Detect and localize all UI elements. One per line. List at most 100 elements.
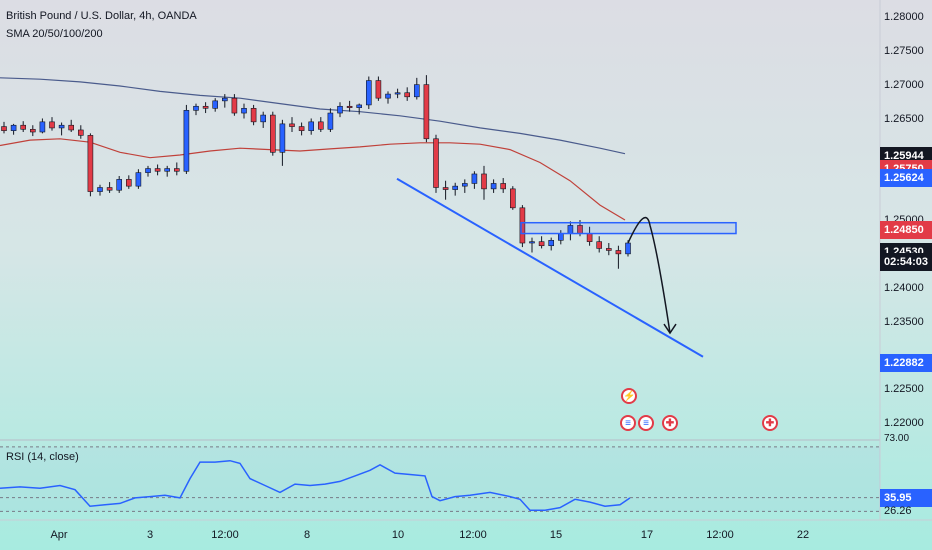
candle-body bbox=[212, 100, 218, 109]
candle-body bbox=[154, 168, 161, 172]
candle-body bbox=[548, 240, 555, 247]
rsi-pane bbox=[0, 446, 880, 512]
candle bbox=[202, 102, 209, 114]
candle bbox=[385, 91, 391, 104]
candle-body bbox=[29, 128, 36, 133]
us-flag-icon[interactable]: ≡ bbox=[620, 415, 636, 431]
price-badge: 1.25624 bbox=[880, 168, 932, 187]
candle bbox=[212, 98, 218, 112]
candle bbox=[452, 182, 459, 196]
time-tick-label: 17 bbox=[640, 529, 654, 541]
candle-body bbox=[481, 173, 487, 190]
uk-flag-icon[interactable]: ✚ bbox=[762, 415, 778, 431]
candle-body bbox=[106, 187, 113, 191]
candle bbox=[529, 237, 535, 253]
candle-body bbox=[375, 80, 382, 99]
candle bbox=[39, 118, 46, 134]
candle bbox=[519, 205, 526, 248]
time-tick-label: 8 bbox=[303, 529, 311, 541]
sma-slow-line bbox=[0, 77, 626, 155]
candle bbox=[423, 75, 430, 143]
candle-body bbox=[615, 250, 622, 255]
price-tick-label: 1.27000 bbox=[884, 78, 924, 91]
candle bbox=[116, 176, 122, 193]
moving-averages bbox=[0, 77, 626, 221]
candle bbox=[193, 103, 199, 116]
time-tick-label: Apr bbox=[50, 529, 68, 541]
candle-body bbox=[250, 108, 257, 123]
candle bbox=[413, 77, 420, 100]
candle bbox=[106, 182, 113, 193]
user-drawings[interactable] bbox=[396, 177, 737, 358]
candle bbox=[78, 125, 84, 139]
time-tick-label: 10 bbox=[391, 529, 405, 541]
lightning-event-icon[interactable]: ⚡ bbox=[621, 388, 637, 404]
candle bbox=[10, 123, 17, 135]
candle-body bbox=[596, 241, 603, 249]
rsi-band bbox=[0, 446, 880, 512]
candle-body bbox=[298, 126, 305, 131]
candle-body bbox=[145, 168, 151, 173]
candle-body bbox=[500, 183, 507, 190]
candle bbox=[346, 100, 353, 112]
candle-body bbox=[557, 233, 564, 241]
candle bbox=[260, 111, 267, 128]
candle bbox=[337, 102, 343, 118]
rsi-axis-label: 26.26 bbox=[884, 505, 912, 518]
candle bbox=[68, 119, 74, 132]
uk-flag-icon[interactable]: ✚ bbox=[662, 415, 678, 431]
candle-body bbox=[1, 126, 7, 131]
candle bbox=[49, 117, 55, 131]
rsi-axis-label: 35.95 bbox=[880, 489, 932, 507]
time-tick-label: 12:00 bbox=[459, 529, 487, 541]
candle-body bbox=[433, 138, 439, 188]
candle-body bbox=[39, 121, 46, 133]
candle-body bbox=[126, 179, 132, 187]
candle-body bbox=[135, 172, 142, 187]
us-flag-icon[interactable]: ≡ bbox=[638, 415, 654, 431]
candle bbox=[500, 178, 507, 193]
price-badge: 1.24850 bbox=[880, 221, 932, 240]
candle-body bbox=[327, 112, 334, 130]
candle bbox=[20, 121, 27, 132]
candle-body bbox=[308, 121, 315, 131]
sma-legend[interactable]: SMA 20/50/100/200 bbox=[6, 28, 103, 40]
candle-body bbox=[471, 173, 478, 184]
candle bbox=[279, 119, 286, 166]
candle bbox=[58, 122, 65, 136]
candle-body bbox=[68, 124, 74, 131]
candle-body bbox=[625, 242, 631, 255]
candle bbox=[615, 245, 622, 269]
candle-body bbox=[289, 123, 295, 127]
candle-body bbox=[490, 183, 497, 190]
candle bbox=[365, 76, 372, 109]
price-badge: 1.22882 bbox=[880, 354, 932, 373]
candle-body bbox=[164, 168, 170, 172]
candle-body bbox=[519, 207, 526, 244]
sma-fast-line bbox=[0, 138, 626, 221]
symbol-legend[interactable]: British Pound / U.S. Dollar, 4h, OANDA bbox=[6, 10, 197, 22]
candle-body bbox=[394, 92, 401, 95]
candle-body bbox=[423, 84, 430, 140]
candle bbox=[461, 179, 468, 193]
candle bbox=[356, 103, 363, 115]
candle-body bbox=[509, 188, 516, 209]
candle-body bbox=[260, 114, 267, 123]
candle bbox=[135, 169, 142, 189]
candle bbox=[183, 104, 190, 174]
candle-body bbox=[404, 92, 411, 98]
candle-body bbox=[317, 121, 324, 130]
candle bbox=[87, 133, 94, 197]
forecast-arrow-head bbox=[663, 323, 677, 335]
candle bbox=[548, 237, 555, 251]
candle bbox=[433, 134, 439, 193]
candle bbox=[308, 118, 315, 135]
candle bbox=[538, 236, 545, 249]
candle-body bbox=[78, 129, 84, 136]
rsi-legend[interactable]: RSI (14, close) bbox=[6, 451, 79, 463]
candle-body bbox=[385, 93, 391, 99]
price-tick-label: 1.28000 bbox=[884, 10, 924, 23]
candle-body bbox=[97, 187, 103, 192]
candle bbox=[250, 104, 257, 126]
